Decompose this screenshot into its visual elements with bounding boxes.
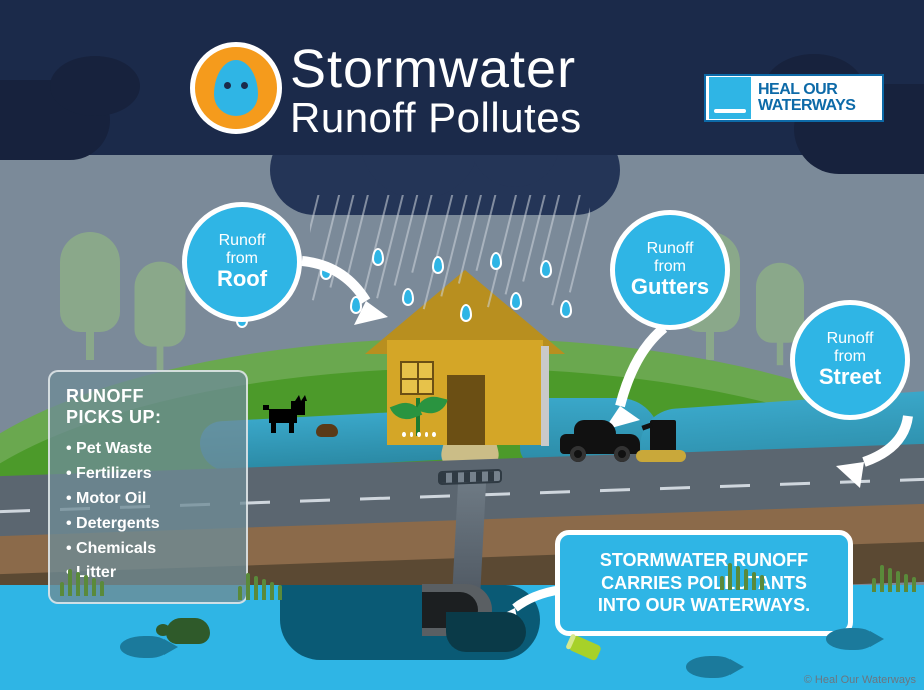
list-item: Motor Oil xyxy=(66,487,230,512)
callout-label: Runoff xyxy=(647,240,694,258)
callout-label: Runoff xyxy=(219,232,266,250)
pollutant-discharge-icon xyxy=(446,612,526,652)
raindrop-icon xyxy=(560,300,572,318)
raindrop-icon xyxy=(540,260,552,278)
callout-source: Roof xyxy=(217,266,267,292)
list-item: Fertilizers xyxy=(66,462,230,487)
title-line-1: Stormwater xyxy=(290,38,582,100)
wave-fish-icon xyxy=(709,77,751,119)
raindrop-icon xyxy=(490,252,502,270)
title: Stormwater Runoff Pollutes xyxy=(290,38,582,142)
callout-source: Gutters xyxy=(631,274,709,300)
panel-title-line-1: RUNOFF xyxy=(66,386,144,406)
callout-runoff-gutters: Runoff from Gutters xyxy=(610,210,730,330)
header-band: Stormwater Runoff Pollutes HEAL OUR WATE… xyxy=(0,0,924,155)
tree-icon xyxy=(60,232,120,360)
grass-tuft-icon xyxy=(720,560,770,590)
callout-label: Runoff xyxy=(827,330,874,348)
raindrop-icon xyxy=(432,256,444,274)
grass-tuft-icon xyxy=(60,566,110,596)
message-line: STORMWATER RUNOFF xyxy=(600,550,808,570)
grass-tuft-icon xyxy=(238,570,288,600)
callout-source: Street xyxy=(819,364,881,390)
gutter-downspout-icon xyxy=(541,346,549,446)
badge-line-2: WATERWAYS xyxy=(758,98,855,114)
title-line-2: Runoff Pollutes xyxy=(290,94,582,142)
pet-waste-icon xyxy=(316,424,338,437)
oil-can-icon xyxy=(650,420,676,454)
infographic-canvas: Stormwater Runoff Pollutes HEAL OUR WATE… xyxy=(0,0,924,690)
arrow-roof-icon xyxy=(296,255,396,340)
panel-title-line-2: PICKS UP: xyxy=(66,407,162,427)
plant-fertilizer-icon xyxy=(416,398,420,436)
pollutant-list: Pet Waste Fertilizers Motor Oil Detergen… xyxy=(66,437,230,586)
list-item: Detergents xyxy=(66,512,230,537)
arrow-street-icon xyxy=(832,412,922,497)
fish-icon xyxy=(120,636,168,658)
water-drop-icon xyxy=(214,60,258,116)
raindrop-icon xyxy=(510,292,522,310)
tree-icon xyxy=(135,262,186,371)
list-item: Chemicals xyxy=(66,537,230,562)
grass-tuft-icon xyxy=(872,562,922,592)
main-message-box: STORMWATER RUNOFF CARRIES POLLUTANTS INT… xyxy=(555,530,853,636)
raindrop-icon xyxy=(402,288,414,306)
cloud-icon xyxy=(50,56,140,116)
message-line: INTO OUR WATERWAYS. xyxy=(598,595,810,615)
car-icon xyxy=(560,420,640,462)
raindrop-icon xyxy=(460,304,472,322)
callout-runoff-roof: Runoff from Roof xyxy=(182,202,302,322)
dog-icon xyxy=(261,395,311,435)
oil-spill-icon xyxy=(636,450,686,462)
callout-runoff-street: Runoff from Street xyxy=(790,300,910,420)
fish-icon xyxy=(686,656,734,678)
storm-drain-grate-icon xyxy=(438,469,502,485)
list-item: Pet Waste xyxy=(66,437,230,462)
badge-line-1: HEAL OUR xyxy=(758,82,855,98)
mascot-logo-icon xyxy=(190,42,282,134)
heal-our-waterways-badge: HEAL OUR WATERWAYS xyxy=(704,74,884,122)
fish-icon xyxy=(826,628,874,650)
message-line: CARRIES POLLUTANTS xyxy=(601,573,807,593)
copyright-text: © Heal Our Waterways xyxy=(804,674,916,686)
